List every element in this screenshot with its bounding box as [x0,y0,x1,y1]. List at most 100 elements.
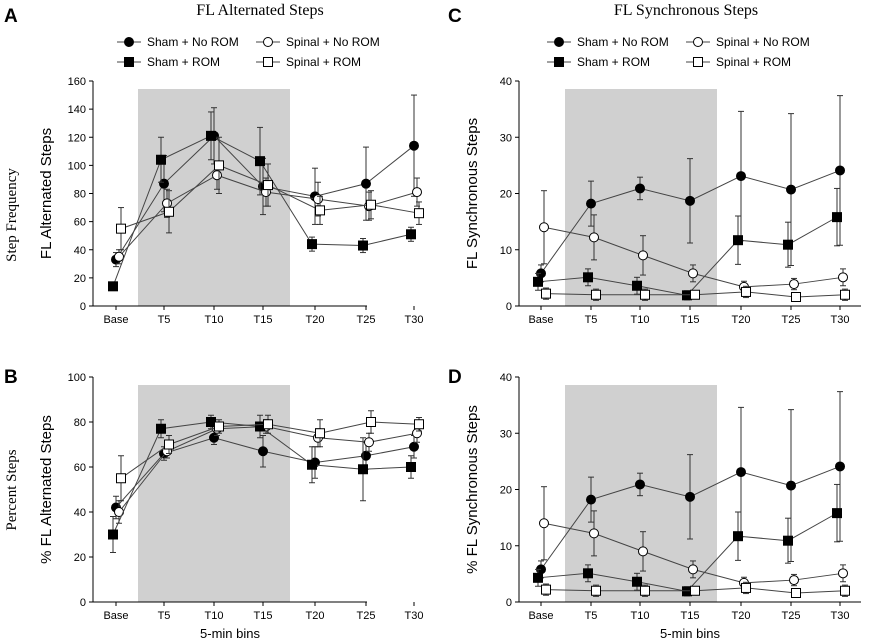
y-tick-label: 60 [74,217,86,229]
x-tick-label: T5 [158,610,171,622]
y-tick-label: 40 [500,372,512,384]
data-point [840,289,850,300]
panel-c: C 0 10 20 30 40 Base T5 T10 T15 T20 T25 T30 FL Synchr… [448,6,861,326]
row-label-percent-steps: Percent Steps [4,449,20,530]
data-point [632,280,642,291]
data-point [632,576,642,587]
legend-label: Sham + No ROM [577,35,669,49]
data-point [688,268,698,279]
y-tick-label: 0 [80,301,86,313]
y-tick-label: 80 [74,189,86,201]
legend-item-spinal-no-rom: Spinal + No ROM [256,35,380,49]
x-tick-label: Base [103,610,128,622]
panel-a: A 0 20 40 60 80 100 120 140 160 Base T5 T10 T15 T20 T25… [4,6,424,326]
data-point [366,417,376,427]
x-tick-label: T30 [831,610,850,622]
data-point [638,250,648,261]
x-tick-label: T5 [585,314,598,326]
data-point [258,446,268,457]
legend-marker [554,37,564,47]
data-point [212,170,222,181]
legend-item-spinal-rom: Spinal + ROM [256,55,361,69]
data-point [685,491,695,502]
data-point [358,240,368,251]
data-point [635,183,645,194]
x-tick-label: T30 [405,314,424,326]
panel-letter: A [4,6,18,27]
x-tick-label: T20 [306,610,325,622]
data-point [206,130,216,141]
x-tick-label: Base [103,314,128,326]
series-spinal-rom [541,285,850,302]
data-point [414,208,424,219]
y-tick-label: 30 [500,428,512,440]
x-tick-label: T20 [732,314,751,326]
series-sham-no-rom [536,391,845,579]
data-point [589,528,599,539]
y-tick-label: 120 [68,132,86,144]
data-point [159,178,169,189]
data-point [835,165,845,176]
data-point [791,292,801,302]
row-label-step-frequency: Step Frequency [4,168,20,262]
data-point [690,289,700,300]
x-axis-label: 5-min bins [200,626,260,641]
x-tick-label: T10 [631,314,650,326]
data-point [640,289,650,300]
y-tick-label: 160 [68,76,86,88]
series-sham-rom [533,187,842,301]
legend-marker [693,37,703,47]
data-point [164,439,174,450]
title-panel-a: FL Alternated Steps [196,2,323,19]
data-point [156,423,166,434]
legend-label: Spinal + No ROM [716,35,810,49]
legend-label: Spinal + No ROM [286,35,380,49]
data-point [541,288,551,299]
series-sham-rom [533,483,842,597]
data-point [638,546,648,557]
x-tick-label: T15 [254,314,273,326]
data-point [156,154,166,165]
y-tick-label: 140 [68,104,86,116]
data-point [307,239,317,250]
legend-marker [124,37,134,47]
y-tick-label: 0 [506,597,512,609]
x-tick-label: T25 [357,610,376,622]
x-tick-label: Base [528,610,553,622]
data-point [690,585,700,596]
legend-marker [693,57,703,67]
legend-label: Spinal + ROM [286,55,361,69]
series-spinal-rom [541,581,850,598]
legend-item-sham-rom: Sham + ROM [117,55,220,69]
y-tick-label: 80 [74,417,86,429]
x-axis-label: 5-min bins [660,626,720,641]
data-point [640,585,650,596]
y-tick-label: 0 [80,597,86,609]
data-point [108,529,118,540]
data-point [789,279,799,290]
legend-label: Spinal + ROM [716,55,791,69]
legend-item-sham-no-rom: Sham + No ROM [547,35,669,49]
data-point [364,437,374,448]
x-tick-label: T30 [831,314,850,326]
data-point [791,588,801,598]
data-point [591,585,601,596]
legend-label: Sham + ROM [577,55,650,69]
data-point [783,239,793,250]
data-point [786,184,796,195]
legend-marker [124,57,134,67]
data-point [358,464,368,475]
y-tick-label: 10 [500,245,512,257]
data-point [214,421,224,432]
panel-letter: D [448,367,462,388]
legend-item-sham-no-rom: Sham + No ROM [117,35,239,49]
x-tick-label: T25 [782,610,801,622]
data-point [835,461,845,472]
x-tick-label: Base [528,314,553,326]
legend-marker [554,57,564,67]
data-point [736,171,746,182]
data-point [741,582,751,593]
y-axis-label: % FL Alternated Steps [38,415,55,564]
data-point [533,276,543,287]
